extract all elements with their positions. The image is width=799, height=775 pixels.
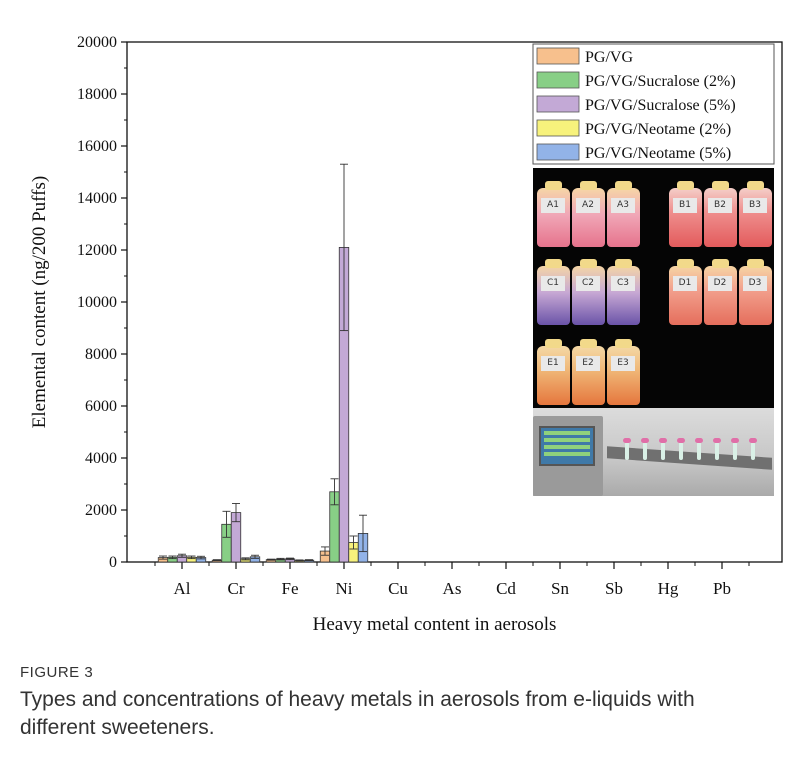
y-tick-label: 14000: [77, 190, 117, 207]
x-tick-label: Sn: [551, 579, 569, 598]
bottle-label: A2: [576, 198, 600, 213]
e-liquid-bottle: E2: [572, 339, 605, 405]
device-rail: [607, 446, 772, 470]
y-tick-label: 6000: [85, 398, 117, 415]
legend-entry: PG/VG/Neotame (2%): [585, 121, 731, 138]
y-tick-label: 0: [109, 554, 117, 571]
y-axis-label: Elemental content (ng/200 Puffs): [29, 176, 50, 428]
chart-axes: 0 2000 4000 6000 8000 10000 12000 14000 16000 180…: [29, 34, 783, 635]
device-tube: [749, 438, 757, 460]
legend-entry: PG/VG/Sucralose (2%): [585, 73, 736, 90]
y-tick-label: 2000: [85, 502, 117, 519]
chart-error-bars: [159, 163, 367, 562]
bottle-label: A3: [611, 198, 635, 213]
e-liquid-bottle: B2: [704, 181, 737, 247]
bottle-label: B2: [708, 198, 732, 213]
bottle-label: D2: [708, 276, 732, 291]
x-tick-label: As: [443, 579, 462, 598]
device-tube: [641, 438, 649, 460]
e-liquid-bottle: C1: [537, 259, 570, 325]
x-tick-label: Sb: [605, 579, 623, 598]
bar-chart: 0 2000 4000 6000 8000 10000 12000 14000 16000 180…: [29, 34, 783, 635]
x-tick-label: Hg: [658, 579, 679, 598]
device-tube: [731, 438, 739, 460]
bottle-label: C3: [611, 276, 635, 291]
device-controller: [533, 416, 603, 496]
y-tick-label: 16000: [77, 138, 117, 155]
y-tick-label: 20000: [77, 34, 117, 51]
figure-caption: Types and concentrations of heavy metals…: [20, 688, 695, 739]
bottle-label: E3: [611, 356, 635, 371]
legend-swatch: [536, 119, 580, 137]
legend-entry: PG/VG/Sucralose (5%): [585, 97, 736, 114]
x-tick-label: Cr: [228, 579, 245, 598]
bottle-label: E2: [576, 356, 600, 371]
legend-entry: PG/VG: [585, 49, 633, 66]
e-liquid-bottle: D2: [704, 259, 737, 325]
x-axis-label: Heavy metal content in aerosols: [313, 614, 557, 635]
bottle-label: D1: [673, 276, 697, 291]
legend-swatch: [536, 47, 580, 65]
legend-swatch: [536, 95, 580, 113]
bottle-label: C1: [541, 276, 565, 291]
chart-bars: [157, 246, 369, 563]
device-tube: [659, 438, 667, 460]
legend-entry: PG/VG/Neotame (5%): [585, 145, 731, 162]
y-tick-label: 18000: [77, 86, 117, 103]
x-tick-label: Ni: [336, 579, 353, 598]
e-liquid-bottle: C3: [607, 259, 640, 325]
e-liquid-bottle: E3: [607, 339, 640, 405]
device-screen: [539, 426, 595, 466]
device-tube: [677, 438, 685, 460]
x-tick-label: Cd: [496, 579, 516, 598]
bottle-photo-inset: A1 A2 A3 B1 B2 B3 C1 C2 C3 D1 D2 D3 E1 E2 E3: [533, 168, 774, 408]
bottle-label: E1: [541, 356, 565, 371]
device-tube: [713, 438, 721, 460]
smoking-machine-photo-inset: [533, 408, 774, 496]
e-liquid-bottle: A2: [572, 181, 605, 247]
figure-label: FIGURE 3: [20, 664, 94, 681]
bottle-label: C2: [576, 276, 600, 291]
e-liquid-bottle: E1: [537, 339, 570, 405]
chart-legend: PG/VG PG/VG/Sucralose (2%) PG/VG/Sucralose…: [532, 43, 775, 165]
y-tick-label: 8000: [85, 346, 117, 363]
legend-swatch: [536, 71, 580, 89]
e-liquid-bottle: A1: [537, 181, 570, 247]
x-tick-label: Cu: [388, 579, 408, 598]
x-tick-label: Al: [174, 579, 191, 598]
x-tick-label: Fe: [282, 579, 299, 598]
y-tick-label: 10000: [77, 294, 117, 311]
y-tick-label: 12000: [77, 242, 117, 259]
device-tube: [695, 438, 703, 460]
e-liquid-bottle: D3: [739, 259, 772, 325]
legend-swatch: [536, 143, 580, 161]
e-liquid-bottle: B1: [669, 181, 702, 247]
e-liquid-bottle: B3: [739, 181, 772, 247]
e-liquid-bottle: A3: [607, 181, 640, 247]
bottle-label: B3: [743, 198, 767, 213]
x-tick-label: Pb: [713, 579, 731, 598]
e-liquid-bottle: D1: [669, 259, 702, 325]
bottle-label: A1: [541, 198, 565, 213]
e-liquid-bottle: C2: [572, 259, 605, 325]
device-tube: [623, 438, 631, 460]
bottle-label: B1: [673, 198, 697, 213]
y-tick-label: 4000: [85, 450, 117, 467]
bottle-label: D3: [743, 276, 767, 291]
